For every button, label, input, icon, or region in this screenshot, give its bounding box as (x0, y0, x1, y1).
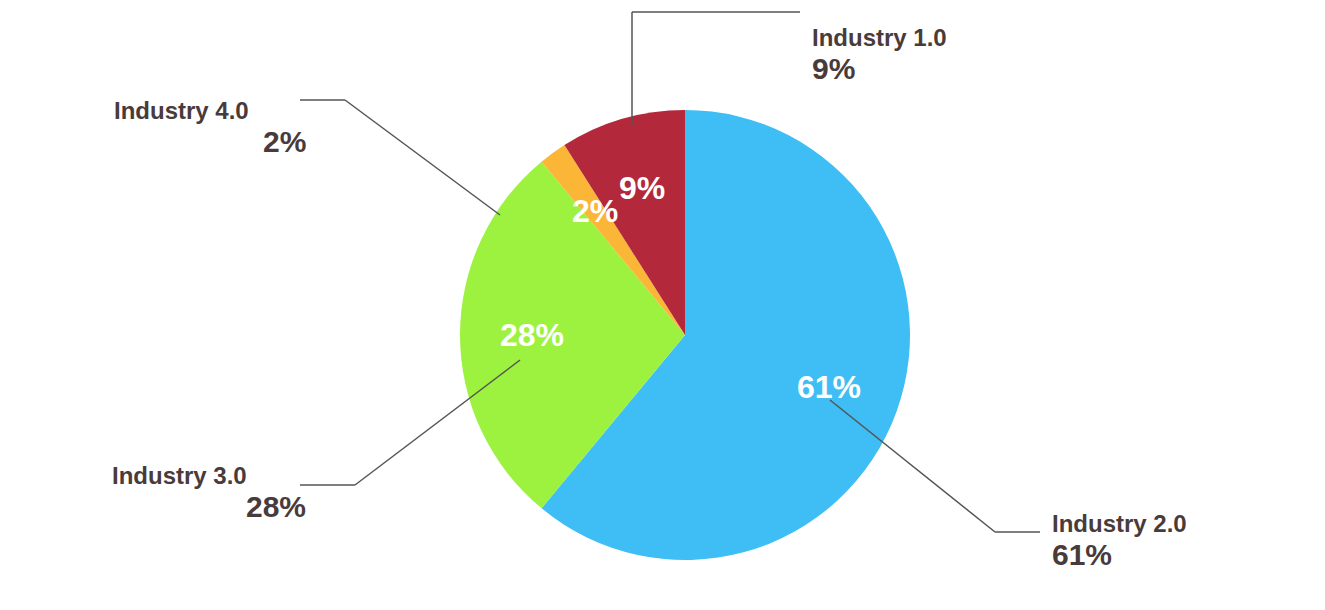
svg-text:28%: 28% (246, 490, 306, 523)
svg-text:Industry 3.0: Industry 3.0 (112, 462, 247, 489)
svg-text:61%: 61% (1052, 538, 1112, 571)
svg-text:9%: 9% (619, 170, 665, 206)
svg-text:61%: 61% (797, 369, 861, 405)
svg-text:2%: 2% (572, 193, 618, 229)
svg-text:Industry 1.0: Industry 1.0 (812, 24, 947, 51)
svg-text:28%: 28% (500, 317, 564, 353)
svg-text:Industry 2.0: Industry 2.0 (1052, 510, 1187, 537)
svg-text:9%: 9% (812, 52, 855, 85)
svg-text:2%: 2% (263, 125, 306, 158)
svg-text:Industry 4.0: Industry 4.0 (114, 97, 249, 124)
